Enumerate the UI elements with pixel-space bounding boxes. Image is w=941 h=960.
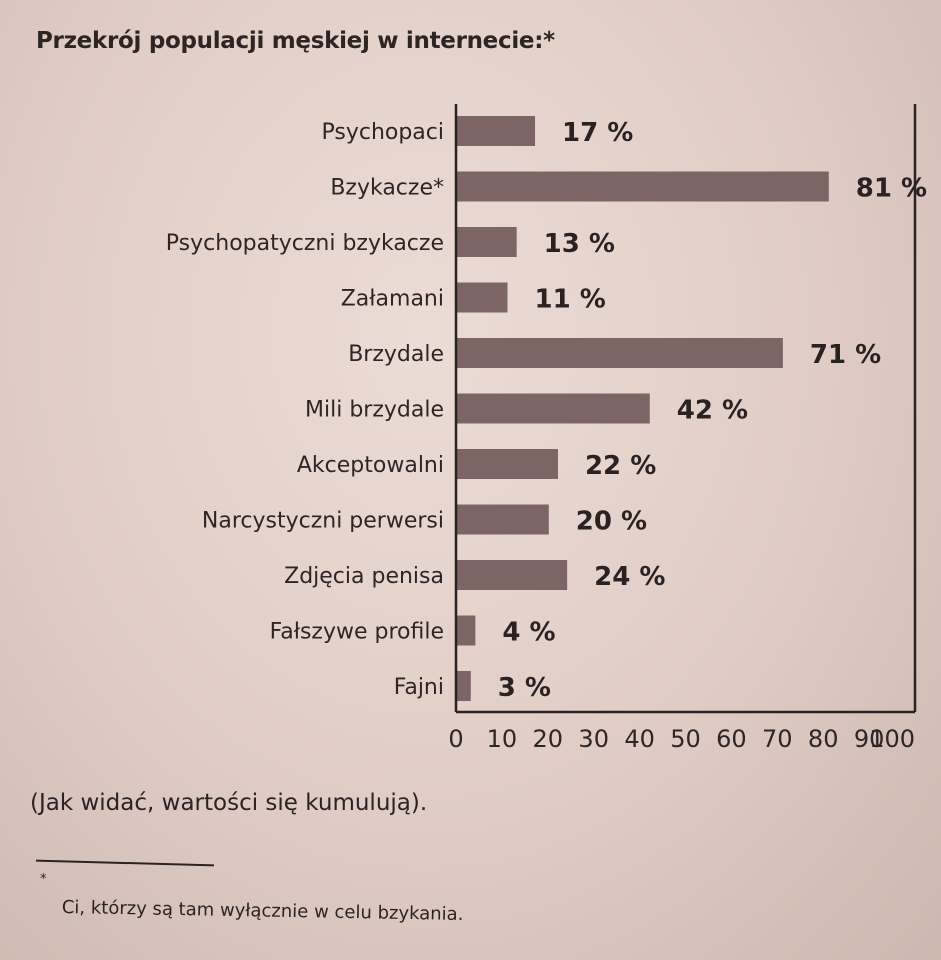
category-label: Brzydale bbox=[348, 342, 444, 367]
value-label: 42 % bbox=[677, 396, 748, 426]
x-tick-label: 10 bbox=[487, 725, 518, 753]
x-tick-label: 90 bbox=[854, 725, 885, 753]
x-tick-label: 80 bbox=[808, 725, 839, 753]
category-label: Bzykacze* bbox=[330, 176, 444, 201]
x-tick-label: 60 bbox=[716, 725, 747, 753]
category-label: Zdjęcia penisa bbox=[284, 564, 444, 589]
x-tick-label: 0 bbox=[448, 725, 463, 753]
chart-note: (Jak widać, wartości się kumulują). bbox=[30, 790, 428, 816]
category-label: Psychopatyczni bzykacze bbox=[166, 231, 444, 256]
category-label: Narcystyczni perwersi bbox=[202, 509, 444, 534]
category-label: Załamani bbox=[341, 287, 444, 312]
value-label: 20 % bbox=[576, 507, 647, 537]
value-label: 13 % bbox=[544, 229, 615, 259]
category-label: Fałszywe profile bbox=[270, 620, 444, 645]
x-tick-label: 50 bbox=[670, 725, 701, 753]
bar-mili-brzydale bbox=[457, 393, 650, 424]
bar-psychopaci bbox=[457, 116, 536, 146]
category-label: Akceptowalni bbox=[297, 453, 444, 478]
value-label: 71 % bbox=[810, 340, 881, 370]
x-tick-label: 30 bbox=[578, 725, 609, 753]
bar-akceptowalni bbox=[457, 449, 558, 479]
footnote-mark: * bbox=[40, 872, 47, 887]
category-label: Mili brzydale bbox=[305, 398, 444, 423]
value-label: 24 % bbox=[594, 562, 665, 592]
bar-narcystyczni-perwersi bbox=[457, 504, 549, 535]
value-label: 11 % bbox=[534, 285, 605, 315]
bars-group bbox=[457, 116, 829, 701]
bar-za-amani bbox=[457, 282, 508, 313]
value-label: 81 % bbox=[856, 174, 927, 204]
bar-brzydale bbox=[457, 338, 783, 368]
footnote-text: Ci, którzy są tam wyłącznie w celu bzyka… bbox=[61, 897, 464, 926]
bar-fajni bbox=[457, 671, 471, 701]
category-labels: Psychopaci Bzykacze* Psychopatyczni bzykac… bbox=[166, 120, 444, 700]
bar-bzykacze bbox=[457, 171, 829, 202]
category-label: Fajni bbox=[394, 675, 444, 700]
value-label: 3 % bbox=[498, 673, 551, 703]
category-label: Psychopaci bbox=[321, 120, 444, 145]
value-label: 4 % bbox=[502, 618, 555, 648]
bar-chart: Psychopaci Bzykacze* Psychopatyczni bzykac… bbox=[166, 104, 927, 753]
value-label: 17 % bbox=[562, 118, 633, 148]
x-tick-label: 100 bbox=[869, 725, 915, 753]
value-labels: 17 % 81 % 13 % 11 % 71 % 42 % 22 % 20 % 24 % 4 % 3… bbox=[498, 118, 927, 703]
bar-zdjecia-penisa bbox=[457, 560, 568, 590]
bar-psychopatyczni-bzykacze bbox=[457, 227, 517, 257]
chart-title: Przekrój populacji męskiej w internecie:… bbox=[36, 28, 555, 54]
value-label: 22 % bbox=[585, 451, 656, 481]
x-tick-label: 40 bbox=[624, 725, 655, 753]
x-tick-label: 70 bbox=[762, 725, 793, 753]
bar-fa-szywe-profile bbox=[457, 615, 476, 646]
footnote-divider bbox=[36, 859, 214, 867]
x-tick-label: 20 bbox=[533, 725, 564, 753]
